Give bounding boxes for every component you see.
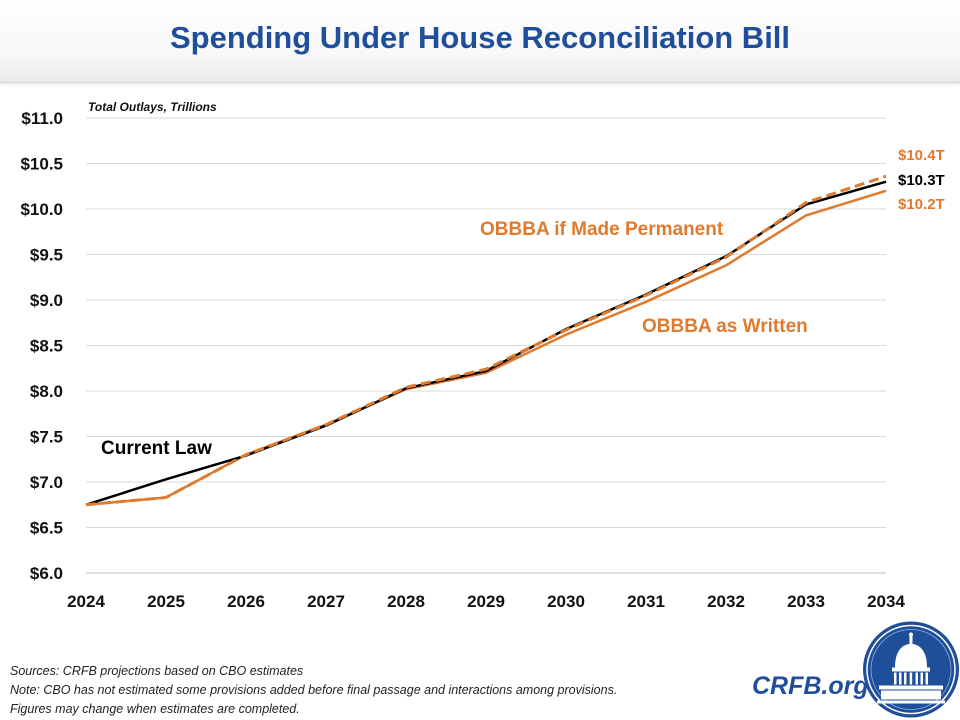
sources-text: Sources: CRFB projections based on CBO e… bbox=[10, 664, 304, 678]
y-tick-label-4: $8.0 bbox=[30, 382, 63, 401]
x-tick-label-2025: 2025 bbox=[147, 592, 185, 611]
y-tick-label-2: $7.0 bbox=[30, 473, 63, 492]
series-line-1 bbox=[85, 174, 887, 507]
y-tick-label-6: $9.0 bbox=[30, 291, 63, 310]
series-label-0: Current Law bbox=[101, 438, 212, 459]
site-link[interactable]: CRFB.org bbox=[752, 672, 869, 700]
x-tick-label-2029: 2029 bbox=[467, 592, 505, 611]
end-value-labels: $10.3T $10.4T $10.2T bbox=[898, 147, 945, 213]
capitol-dome-seal-icon bbox=[863, 621, 959, 718]
gridlines bbox=[86, 117, 886, 574]
x-tick-label-2032: 2032 bbox=[707, 592, 745, 611]
x-tick-label-2028: 2028 bbox=[387, 592, 425, 611]
chart-subtitle: Total Outlays, Trillions bbox=[88, 100, 217, 114]
x-tick-label-2027: 2027 bbox=[307, 592, 345, 611]
x-tick-label-2026: 2026 bbox=[227, 592, 265, 611]
series-lines bbox=[85, 174, 887, 507]
series-labels: Current Law OBBBA if Made Permanent OBBBA … bbox=[101, 219, 808, 459]
page-title: Spending Under House Reconciliation Bill bbox=[169, 20, 791, 55]
y-axis-tick-labels: $6.0 $6.5 $7.0 $7.5 $8.0 $8.5 $9.0 $9.5 $10.0 $10… bbox=[20, 109, 63, 583]
series-label-2: OBBBA as Written bbox=[642, 316, 808, 337]
y-tick-label-5: $8.5 bbox=[30, 337, 63, 356]
y-tick-label-1: $6.5 bbox=[30, 519, 63, 538]
y-tick-label-10: $11.0 bbox=[21, 109, 63, 128]
x-tick-label-2030: 2030 bbox=[547, 592, 585, 611]
note-text: Note: CBO has not estimated some provisi… bbox=[10, 683, 618, 697]
line-chart: $6.0 $6.5 $7.0 $7.5 $8.0 $8.5 $9.0 $9.5 $10.0 $10… bbox=[20, 100, 945, 611]
x-tick-label-2024: 2024 bbox=[67, 592, 105, 611]
series-label-1: OBBBA if Made Permanent bbox=[480, 219, 724, 240]
x-axis-tick-labels: 2024 2025 2026 2027 2028 2029 2030 2031 2032 2033… bbox=[67, 592, 905, 611]
y-tick-label-8: $10.0 bbox=[20, 200, 63, 219]
end-label-2: $10.2T bbox=[898, 196, 945, 213]
x-tick-label-2033: 2033 bbox=[787, 592, 825, 611]
footer-notes: Sources: CRFB projections based on CBO e… bbox=[10, 662, 730, 719]
x-tick-label-2031: 2031 bbox=[627, 592, 665, 611]
end-label-1: $10.4T bbox=[898, 147, 945, 164]
y-tick-label-7: $9.5 bbox=[30, 246, 63, 265]
y-tick-label-3: $7.5 bbox=[30, 428, 63, 447]
x-tick-label-2034: 2034 bbox=[867, 592, 905, 611]
y-tick-label-0: $6.0 bbox=[30, 564, 63, 583]
note-text-continued: Figures may change when estimates are co… bbox=[10, 702, 300, 716]
end-label-0: $10.3T bbox=[898, 172, 945, 189]
title-bar: Spending Under House Reconciliation Bill bbox=[0, 0, 960, 83]
y-tick-label-9: $10.5 bbox=[20, 155, 63, 174]
